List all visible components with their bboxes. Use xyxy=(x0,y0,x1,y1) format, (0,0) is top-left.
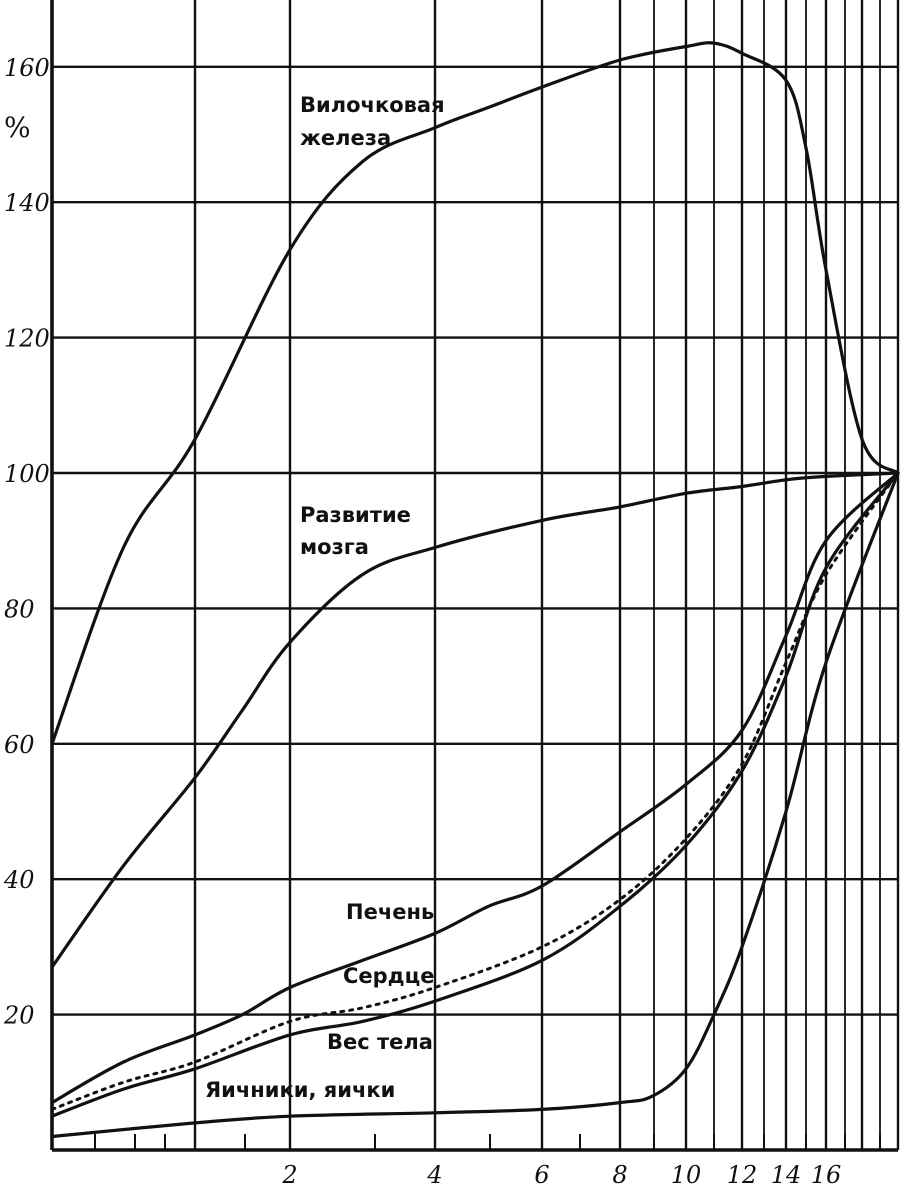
y-tick-label-80: 80 xyxy=(4,595,35,623)
y-tick-label-140: 140 xyxy=(4,189,50,217)
curve-body-weight xyxy=(50,471,900,1118)
y-tick-label-100: 100 xyxy=(4,460,50,488)
y-tick-label-20: 20 xyxy=(3,1002,35,1030)
label-gonads: Яичники, яички xyxy=(205,1078,395,1102)
x-tick-label-10: 10 xyxy=(671,1161,702,1188)
x-tick-label-14: 14 xyxy=(771,1161,802,1188)
x-tick-label-6: 6 xyxy=(534,1161,549,1188)
chart-tick-labels: 20 40 60 80 100 120 140 160 2 4 6 8 10 12 14 16 xyxy=(3,54,841,1188)
chart-grid xyxy=(50,0,900,1152)
x-tick-label-4: 4 xyxy=(426,1161,442,1188)
y-tick-label-120: 120 xyxy=(4,325,50,353)
label-thymus-line1: Вилочковая xyxy=(300,93,445,117)
label-heart: Сердце xyxy=(343,964,434,988)
chart-curve-labels: % Вилочковая железа Развитие мозга Печен… xyxy=(4,93,445,1102)
label-liver: Печень xyxy=(346,900,434,924)
curve-heart xyxy=(50,471,900,1111)
y-axis-unit-label: % xyxy=(4,111,31,144)
x-tick-label-12: 12 xyxy=(727,1161,758,1188)
x-tick-label-2: 2 xyxy=(281,1161,297,1188)
label-brain-line1: Развитие xyxy=(300,503,411,527)
label-brain-line2: мозга xyxy=(300,535,369,559)
label-body-weight: Вес тела xyxy=(327,1030,433,1054)
label-thymus-line2: железа xyxy=(300,126,391,150)
y-tick-label-160: 160 xyxy=(4,54,50,82)
curve-gonads xyxy=(50,471,900,1139)
chart-curves xyxy=(50,41,900,1139)
x-tick-label-8: 8 xyxy=(612,1161,627,1188)
y-tick-label-40: 40 xyxy=(3,866,35,894)
curve-thymus xyxy=(50,41,900,746)
curve-liver xyxy=(50,471,900,1105)
curve-brain xyxy=(50,471,900,969)
y-tick-label-60: 60 xyxy=(4,731,35,759)
x-tick-label-16: 16 xyxy=(811,1161,842,1188)
